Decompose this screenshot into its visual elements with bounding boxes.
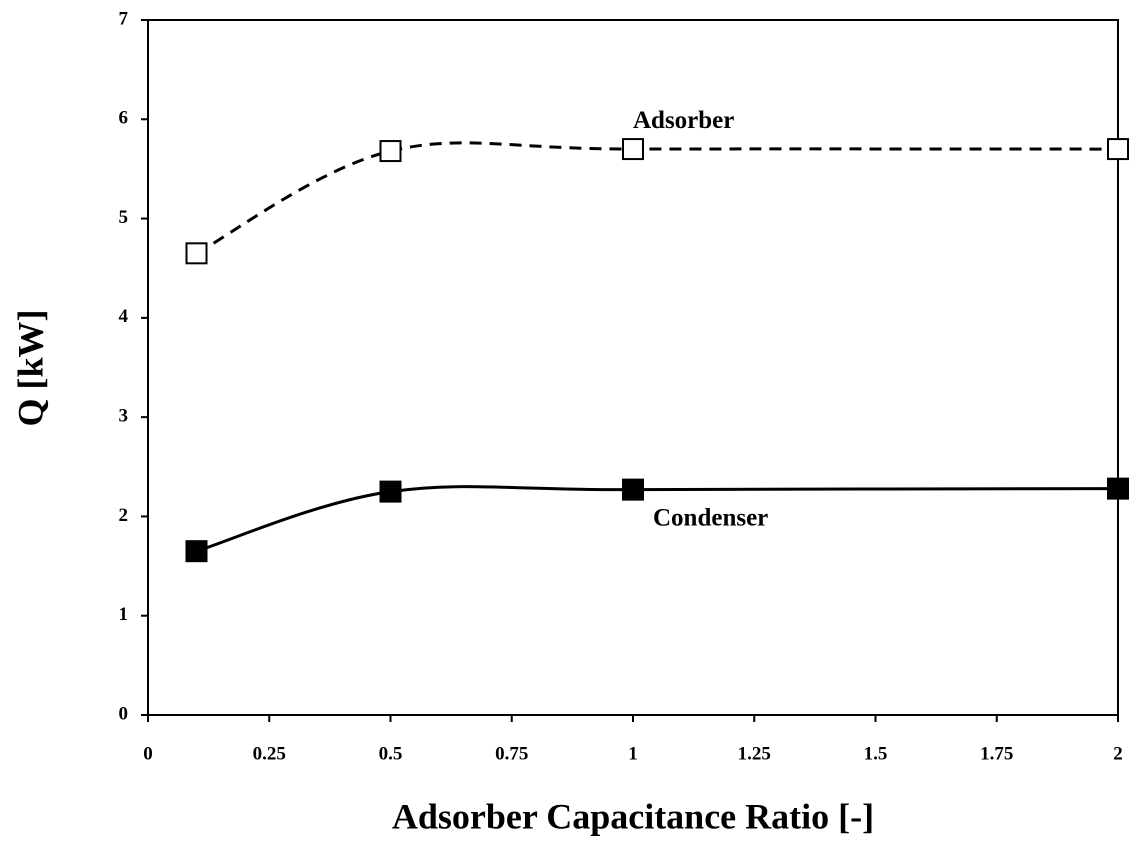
y-tick-label: 6 [119, 108, 129, 129]
x-tick-label: 1.5 [864, 743, 888, 764]
marker [1107, 138, 1129, 161]
series-label: Adsorber [633, 107, 734, 134]
series-line [196, 485, 1119, 553]
x-axis-title: Adsorber Capacitance Ratio [-] [392, 796, 874, 836]
marker [622, 478, 644, 501]
marker [185, 540, 208, 563]
marker [622, 138, 644, 161]
x-tick-label: 0 [143, 743, 153, 764]
y-tick-label: 0 [119, 703, 129, 724]
y-tick-label: 7 [119, 8, 129, 29]
series-line [195, 141, 1119, 255]
y-tick-label: 2 [119, 505, 129, 526]
marker [185, 242, 208, 265]
marker [1107, 477, 1129, 500]
y-tick-label: 4 [119, 306, 129, 327]
y-axis-title: Q [kW] [10, 310, 50, 427]
x-tick-label: 0.25 [253, 743, 286, 764]
x-tick-label: 1.25 [738, 743, 771, 764]
y-tick-label: 3 [119, 406, 129, 427]
marker [379, 140, 402, 163]
x-tick-label: 1.75 [980, 743, 1013, 764]
series-label: Condenser [653, 504, 768, 531]
x-tick-label: 2 [1113, 743, 1123, 764]
x-tick-label: 0.5 [379, 743, 403, 764]
y-tick-label: 1 [119, 604, 129, 625]
y-tick-label: 5 [119, 207, 129, 228]
x-tick-label: 0.75 [495, 743, 528, 764]
marker [379, 480, 402, 503]
x-tick-label: 1 [628, 743, 638, 764]
